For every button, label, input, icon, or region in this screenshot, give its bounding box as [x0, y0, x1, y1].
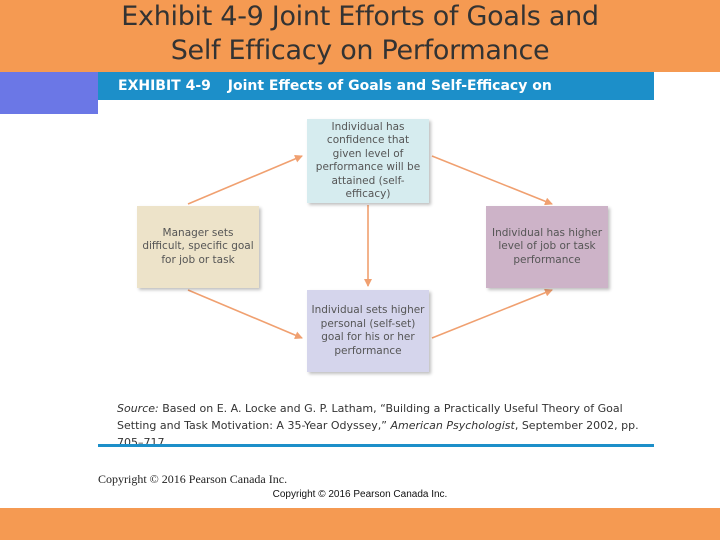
diagram-arrows: [187, 155, 553, 339]
arrow-top-to-right: [431, 155, 553, 206]
top-orange-band: [0, 0, 720, 72]
slide-title-line-1: Exhibit 4-9 Joint Efforts of Goals and: [121, 1, 599, 32]
left-accent-block: [0, 72, 98, 114]
source-label: Source:: [117, 402, 159, 415]
slide-title-line-2: Self Efficacy on Performance: [170, 35, 550, 66]
self-efficacy-box: Individual has confidence that given lev…: [307, 119, 429, 203]
source-citation: Source: Based on E. A. Locke and G. P. L…: [117, 400, 657, 451]
diagram: Individual has confidence that given lev…: [98, 100, 654, 390]
source-journal: American Psychologist: [390, 419, 515, 432]
exhibit-title: Joint Effects of Goals and Self-Efficacy…: [118, 78, 552, 122]
slide-title: Exhibit 4-9 Joint Efforts of Goals and S…: [0, 0, 720, 72]
arrow-left-to-bottom: [187, 289, 303, 339]
arrow-left-to-top: [187, 155, 303, 205]
manager-goal-box: Manager sets difficult, specific goal fo…: [137, 206, 259, 288]
personal-goal-box: Individual sets higher personal (self-se…: [307, 290, 429, 372]
performance-box: Individual has higher level of job or ta…: [486, 206, 608, 288]
arrow-bottom-to-right: [431, 288, 553, 339]
exhibit-number: EXHIBIT 4-9: [118, 78, 211, 94]
exhibit-header: EXHIBIT 4-9 Joint Effects of Goals and S…: [98, 72, 654, 122]
copyright-slide: Copyright © 2016 Pearson Canada Inc.: [272, 489, 448, 500]
source-text-a: Based on E. A. Locke and G. P. Latham, “…: [117, 402, 623, 432]
copyright-book: Copyright © 2016 Pearson Canada Inc.: [98, 472, 288, 486]
bottom-orange-band: [0, 508, 720, 540]
divider-rule: [98, 444, 654, 447]
